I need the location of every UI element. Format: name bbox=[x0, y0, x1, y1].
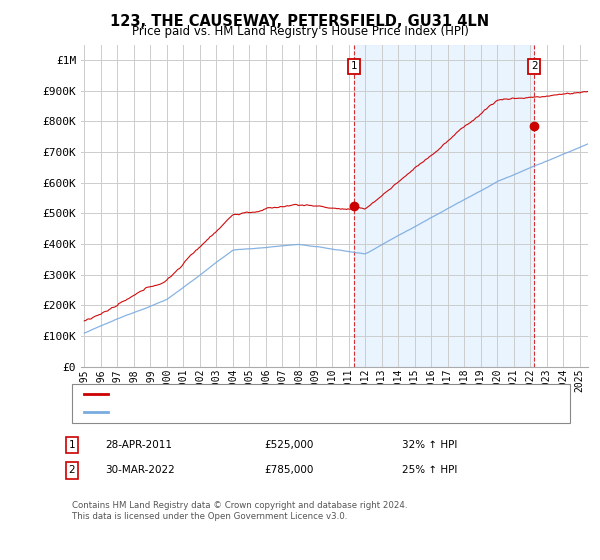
Text: Price paid vs. HM Land Registry's House Price Index (HPI): Price paid vs. HM Land Registry's House … bbox=[131, 25, 469, 38]
Text: £525,000: £525,000 bbox=[264, 440, 313, 450]
Text: 1: 1 bbox=[68, 440, 76, 450]
Bar bbox=[354, 45, 535, 367]
Text: 123, THE CAUSEWAY, PETERSFIELD, GU31 4LN (detached house): 123, THE CAUSEWAY, PETERSFIELD, GU31 4LN… bbox=[114, 389, 451, 399]
Text: £785,000: £785,000 bbox=[264, 465, 313, 475]
Text: 2: 2 bbox=[531, 61, 538, 71]
Text: 1: 1 bbox=[350, 61, 357, 71]
Text: 25% ↑ HPI: 25% ↑ HPI bbox=[402, 465, 457, 475]
Text: 28-APR-2011: 28-APR-2011 bbox=[105, 440, 172, 450]
Text: HPI: Average price, detached house, East Hampshire: HPI: Average price, detached house, East… bbox=[114, 407, 389, 417]
Text: 32% ↑ HPI: 32% ↑ HPI bbox=[402, 440, 457, 450]
Text: Contains HM Land Registry data © Crown copyright and database right 2024.
This d: Contains HM Land Registry data © Crown c… bbox=[72, 501, 407, 521]
Text: 30-MAR-2022: 30-MAR-2022 bbox=[105, 465, 175, 475]
Text: 2: 2 bbox=[68, 465, 76, 475]
Text: 123, THE CAUSEWAY, PETERSFIELD, GU31 4LN: 123, THE CAUSEWAY, PETERSFIELD, GU31 4LN bbox=[110, 14, 490, 29]
